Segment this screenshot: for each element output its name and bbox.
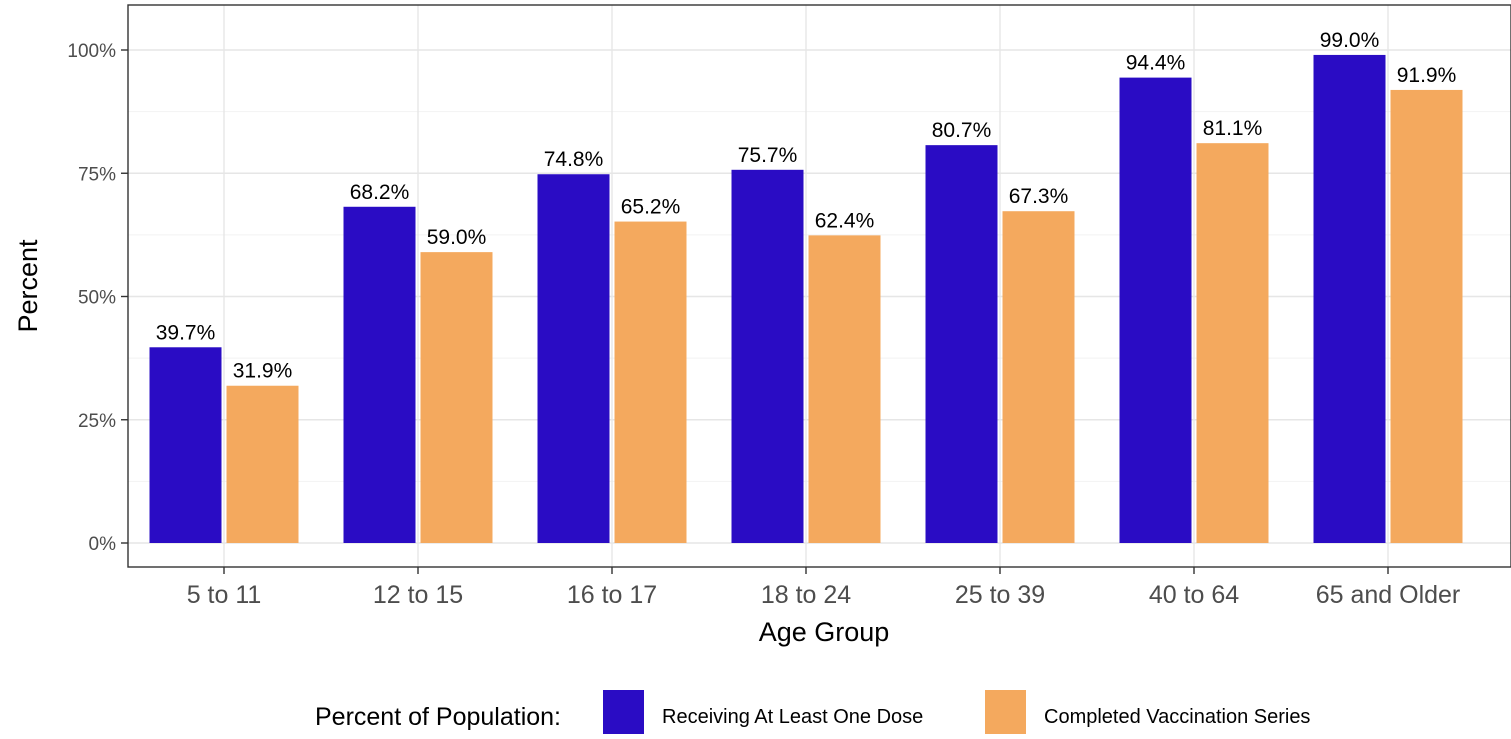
bar-value-label: 75.7%: [738, 144, 798, 167]
bar-completed: [226, 385, 299, 543]
y-axis: 0% 25% 50% 75% 100%: [67, 41, 128, 555]
bar-completed: [1196, 143, 1269, 543]
bar-value-label: 80.7%: [932, 119, 992, 142]
bar-value-label: 67.3%: [1009, 185, 1069, 208]
x-tick-label: 25 to 39: [955, 581, 1045, 609]
bar-value-label: 62.4%: [815, 209, 875, 232]
bar-value-label: 31.9%: [233, 360, 293, 383]
x-tick-label: 40 to 64: [1149, 581, 1239, 609]
bar-value-label: 59.0%: [427, 226, 487, 249]
legend-swatch-completed: [985, 690, 1026, 734]
y-tick-label: 100%: [67, 41, 116, 62]
bar-first-dose: [343, 206, 416, 544]
bar-first-dose: [731, 169, 804, 543]
x-tick-label: 5 to 11: [187, 581, 262, 609]
bar-first-dose: [1313, 54, 1386, 544]
legend: Percent of Population: Receiving At Leas…: [315, 690, 1310, 734]
bar-first-dose: [149, 347, 222, 543]
bars: [149, 54, 1463, 544]
y-tick-label: 25%: [78, 411, 116, 432]
y-tick-label: 75%: [78, 164, 116, 185]
bar-value-label: 68.2%: [350, 181, 410, 204]
bar-completed: [1390, 89, 1463, 544]
panel-border: [127, 4, 1511, 568]
bar-first-dose: [537, 174, 610, 543]
bar-first-dose: [925, 145, 998, 544]
legend-label-first-dose: Receiving At Least One Dose: [662, 706, 923, 728]
bar-first-dose: [1119, 77, 1192, 543]
legend-label-completed: Completed Vaccination Series: [1044, 706, 1310, 728]
y-tick-label: 0%: [89, 534, 117, 555]
y-axis-title: Percent: [13, 239, 43, 333]
bar-completed: [808, 235, 881, 544]
bar-value-label: 74.8%: [544, 148, 604, 171]
legend-swatch-first-dose: [603, 690, 644, 734]
x-axis-title: Age Group: [759, 617, 890, 647]
data-labels: 39.7% 68.2% 74.8% 75.7% 80.7% 94.4% 99.0% 31.9%…: [156, 29, 1457, 383]
x-axis: 5 to 11 12 to 15 16 to 17 18 to 24 25 to 39 4…: [187, 567, 1461, 609]
bar-value-label: 91.9%: [1397, 64, 1457, 87]
x-tick-label: 65 and Older: [1316, 581, 1461, 609]
x-tick-label: 18 to 24: [761, 581, 851, 609]
bar-completed: [1002, 211, 1075, 543]
x-tick-label: 16 to 17: [567, 581, 657, 609]
bar-value-label: 99.0%: [1320, 29, 1380, 52]
bar-completed: [420, 252, 493, 543]
bar-value-label: 65.2%: [621, 196, 681, 219]
x-tick-label: 12 to 15: [373, 581, 463, 609]
bar-completed: [614, 221, 687, 543]
bar-value-label: 39.7%: [156, 321, 216, 344]
legend-title: Percent of Population:: [315, 703, 561, 731]
y-tick-label: 50%: [78, 288, 116, 309]
bar-value-label: 94.4%: [1126, 52, 1186, 75]
bar-value-label: 81.1%: [1203, 117, 1263, 140]
